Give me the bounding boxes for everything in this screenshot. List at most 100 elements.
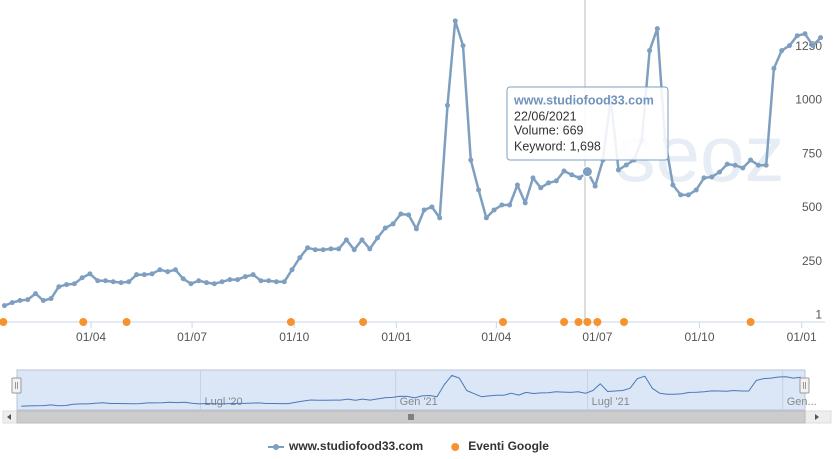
data-point xyxy=(266,278,272,284)
data-point xyxy=(126,279,132,285)
data-point xyxy=(17,297,23,303)
data-point xyxy=(188,281,194,287)
event-marker[interactable] xyxy=(359,318,368,326)
data-point xyxy=(25,297,31,303)
data-point xyxy=(95,278,101,284)
data-point xyxy=(717,169,723,175)
data-point xyxy=(258,278,264,284)
data-point xyxy=(724,161,730,167)
data-point xyxy=(375,235,381,241)
data-point xyxy=(180,276,186,282)
data-point xyxy=(118,280,124,286)
tooltip-line: Volume: 669 xyxy=(514,123,584,137)
y-tick-label: 1000 xyxy=(795,93,822,107)
data-point xyxy=(460,43,466,49)
data-point xyxy=(678,192,684,198)
data-point xyxy=(79,275,85,281)
data-point xyxy=(437,215,443,221)
scroll-left[interactable] xyxy=(7,414,11,420)
data-point xyxy=(165,269,171,275)
data-point xyxy=(328,246,334,252)
data-point xyxy=(1,303,7,309)
data-point xyxy=(87,271,93,277)
event-marker[interactable] xyxy=(560,318,569,326)
navigator-label: Gen '21 xyxy=(400,396,438,408)
data-point xyxy=(33,291,39,297)
data-point xyxy=(320,247,326,253)
data-point xyxy=(709,174,715,180)
legend-item[interactable]: www.studiofood33.com xyxy=(268,439,423,453)
legend-item[interactable]: Eventi Google xyxy=(451,439,549,453)
data-point xyxy=(810,43,816,49)
data-point xyxy=(141,272,147,278)
data-point xyxy=(779,48,785,54)
data-point xyxy=(476,187,482,193)
data-point xyxy=(538,185,544,191)
data-point xyxy=(802,31,808,37)
data-point xyxy=(670,182,676,188)
data-point xyxy=(235,277,241,283)
event-marker[interactable] xyxy=(620,318,629,326)
x-tick-label: 01/07 xyxy=(582,330,612,344)
data-point xyxy=(740,165,746,171)
x-tick-label: 01/10 xyxy=(685,330,715,344)
data-point xyxy=(312,247,318,253)
data-point xyxy=(359,237,365,243)
y-tick-label: 250 xyxy=(802,254,822,268)
data-point xyxy=(157,267,163,273)
data-point xyxy=(71,281,77,287)
event-marker[interactable] xyxy=(79,318,88,326)
data-point xyxy=(367,246,373,252)
data-point xyxy=(102,278,108,284)
data-point xyxy=(592,183,598,189)
navigator-line xyxy=(21,374,801,407)
event-marker[interactable] xyxy=(498,318,507,326)
data-point xyxy=(701,175,707,181)
scroll-right[interactable] xyxy=(815,414,819,420)
data-point xyxy=(546,180,552,186)
data-point xyxy=(491,207,497,213)
data-point xyxy=(507,202,513,208)
data-point xyxy=(763,162,769,168)
navigator-label: Gen... xyxy=(787,396,817,408)
event-marker[interactable] xyxy=(593,318,602,326)
data-point xyxy=(499,202,505,208)
data-point xyxy=(561,168,567,174)
event-marker[interactable] xyxy=(583,318,592,326)
data-point xyxy=(406,212,412,218)
data-point xyxy=(305,245,311,251)
legend-dot xyxy=(273,444,279,450)
data-point xyxy=(219,279,225,285)
navigator-handle[interactable] xyxy=(11,377,22,394)
legend-dot xyxy=(451,443,460,451)
event-marker[interactable] xyxy=(0,318,8,326)
data-point xyxy=(227,277,233,283)
data-point xyxy=(786,43,792,49)
data-point xyxy=(204,280,210,286)
data-point xyxy=(771,65,777,71)
data-point xyxy=(64,282,70,288)
data-point xyxy=(623,162,629,168)
data-point xyxy=(48,296,54,302)
data-point xyxy=(211,281,217,287)
data-point xyxy=(468,157,474,163)
data-point xyxy=(581,166,593,178)
data-point xyxy=(281,279,287,285)
x-tick-label: 01/01 xyxy=(381,330,411,344)
data-point xyxy=(577,175,583,181)
data-point xyxy=(242,274,248,280)
event-marker[interactable] xyxy=(574,318,583,326)
data-point xyxy=(647,48,653,54)
data-point xyxy=(685,192,691,198)
tooltip-title: www.studiofood33.com xyxy=(513,93,654,107)
navigator-handle[interactable] xyxy=(799,377,810,394)
data-point xyxy=(514,182,520,188)
event-marker[interactable] xyxy=(122,318,131,326)
navigator-label: Lugl '21 xyxy=(592,396,630,408)
data-point xyxy=(429,204,435,210)
event-marker[interactable] xyxy=(286,318,295,326)
data-point xyxy=(569,172,575,178)
event-marker[interactable] xyxy=(746,318,755,326)
data-point xyxy=(615,167,621,173)
